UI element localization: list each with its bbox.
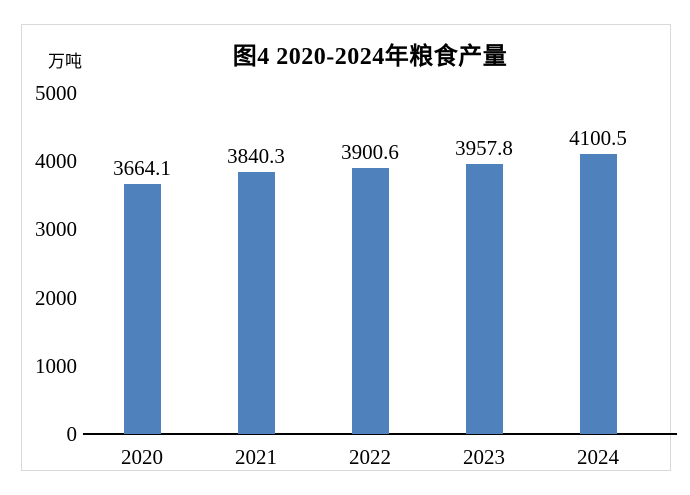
bar-2020 xyxy=(123,184,161,434)
x-axis-tick-label: 2022 xyxy=(349,445,391,469)
bar-2022 xyxy=(351,167,389,434)
chart-title: 图4 2020-2024年粮食产量 xyxy=(232,44,508,70)
bar-value-label: 3840.3 xyxy=(227,144,285,169)
x-axis-tick-label: 2021 xyxy=(235,445,277,469)
bar-value-label: 3957.8 xyxy=(455,136,513,161)
bar-value-label: 3664.1 xyxy=(113,156,171,181)
bar-value-label: 4100.5 xyxy=(569,126,627,151)
bar-2021 xyxy=(237,172,275,434)
bar-value-label: 3900.6 xyxy=(341,139,399,164)
y-axis-tick-label: 2000 xyxy=(35,285,77,310)
y-axis-tick-label: 1000 xyxy=(35,353,77,378)
y-axis-tick-label: 3000 xyxy=(35,217,77,242)
x-axis-tick-label: 2020 xyxy=(121,445,163,469)
bar-2024 xyxy=(579,154,617,434)
chart-frame: 图4 2020-2024年粮食产量 万吨 0 1000 2000 3000 4000 50… xyxy=(21,24,677,471)
y-axis-tick-label: 5000 xyxy=(35,81,77,105)
x-axis-tick-label: 2023 xyxy=(463,445,505,469)
y-axis-tick-label: 0 xyxy=(66,422,78,446)
bar-2023 xyxy=(465,164,503,434)
x-axis-line xyxy=(83,433,677,435)
x-axis-tick-label: 2024 xyxy=(577,445,619,469)
y-axis-tick-label: 4000 xyxy=(35,149,77,174)
y-axis-unit-label: 万吨 xyxy=(48,52,82,71)
